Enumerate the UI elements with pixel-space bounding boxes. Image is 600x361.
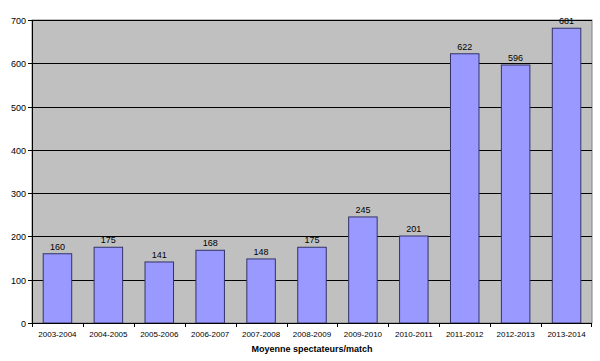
bar <box>501 65 530 323</box>
chart-holder: 0 100 200 300 400 500 600 700 160 175 141 168 148 175… <box>0 0 600 361</box>
tick-label: 600 <box>11 59 26 69</box>
data-label: 622 <box>457 42 472 52</box>
bar <box>94 247 123 323</box>
category-tick <box>83 323 84 327</box>
tick-mark <box>28 236 32 237</box>
tick-label: 500 <box>11 103 26 113</box>
x-axis <box>32 323 592 324</box>
tick-label: 700 <box>11 16 26 26</box>
tick-label: 200 <box>11 232 26 242</box>
category-label: 2009-2010 <box>344 330 383 339</box>
tick-label: 0 <box>21 319 26 329</box>
data-label: 175 <box>304 235 319 245</box>
grid-line <box>32 20 592 21</box>
tick-mark <box>28 280 32 281</box>
tick-label: 100 <box>11 276 26 286</box>
category-tick <box>134 323 135 327</box>
bar <box>43 254 72 323</box>
category-label: 2007-2008 <box>242 330 281 339</box>
data-label: 596 <box>508 53 523 63</box>
grid-line <box>32 323 592 324</box>
tick-mark <box>28 193 32 194</box>
category-tick <box>32 323 33 327</box>
category-label: 2005-2006 <box>140 330 179 339</box>
tick-label: 400 <box>11 146 26 156</box>
category-tick <box>337 323 338 327</box>
data-label: 245 <box>355 205 370 215</box>
category-tick <box>490 323 491 327</box>
category-tick <box>236 323 237 327</box>
category-label: 2011-2012 <box>446 330 484 339</box>
bar <box>400 236 429 323</box>
bar <box>349 217 378 323</box>
grid-line <box>32 63 592 64</box>
data-label: 175 <box>101 235 116 245</box>
tick-mark <box>28 150 32 151</box>
data-label: 168 <box>203 238 218 248</box>
bar <box>450 54 479 323</box>
category-tick <box>388 323 389 327</box>
y-axis <box>32 20 33 323</box>
data-label: 160 <box>50 242 65 252</box>
category-label: 2010-2011 <box>395 330 433 339</box>
bar <box>247 259 276 323</box>
data-label: 201 <box>406 224 421 234</box>
category-tick <box>439 323 440 327</box>
category-tick <box>185 323 186 327</box>
bar <box>298 247 327 323</box>
category-label: 2003-2004 <box>38 330 77 339</box>
plot-area <box>32 20 592 323</box>
category-tick <box>591 323 592 327</box>
category-label: 2013-2014 <box>547 330 586 339</box>
category-label: 2012-2013 <box>497 330 536 339</box>
bar <box>552 28 581 323</box>
chart: 0 100 200 300 400 500 600 700 160 175 141 168 148 175… <box>0 0 600 361</box>
data-label: 681 <box>559 16 574 26</box>
bar <box>145 262 174 323</box>
category-tick <box>287 323 288 327</box>
bars <box>43 28 581 323</box>
bar <box>196 250 225 323</box>
tick-label: 300 <box>11 189 26 199</box>
category-tick <box>541 323 542 327</box>
tick-mark <box>28 20 32 21</box>
category-label: 2008-2009 <box>293 330 332 339</box>
tick-mark <box>28 63 32 64</box>
tick-mark <box>28 107 32 108</box>
tick-mark <box>28 323 32 324</box>
category-label: 2006-2007 <box>191 330 230 339</box>
x-axis-title: Moyenne spectateurs/match <box>251 344 372 354</box>
data-label: 148 <box>254 247 269 257</box>
category-label: 2004-2005 <box>89 330 128 339</box>
data-label: 141 <box>152 250 167 260</box>
